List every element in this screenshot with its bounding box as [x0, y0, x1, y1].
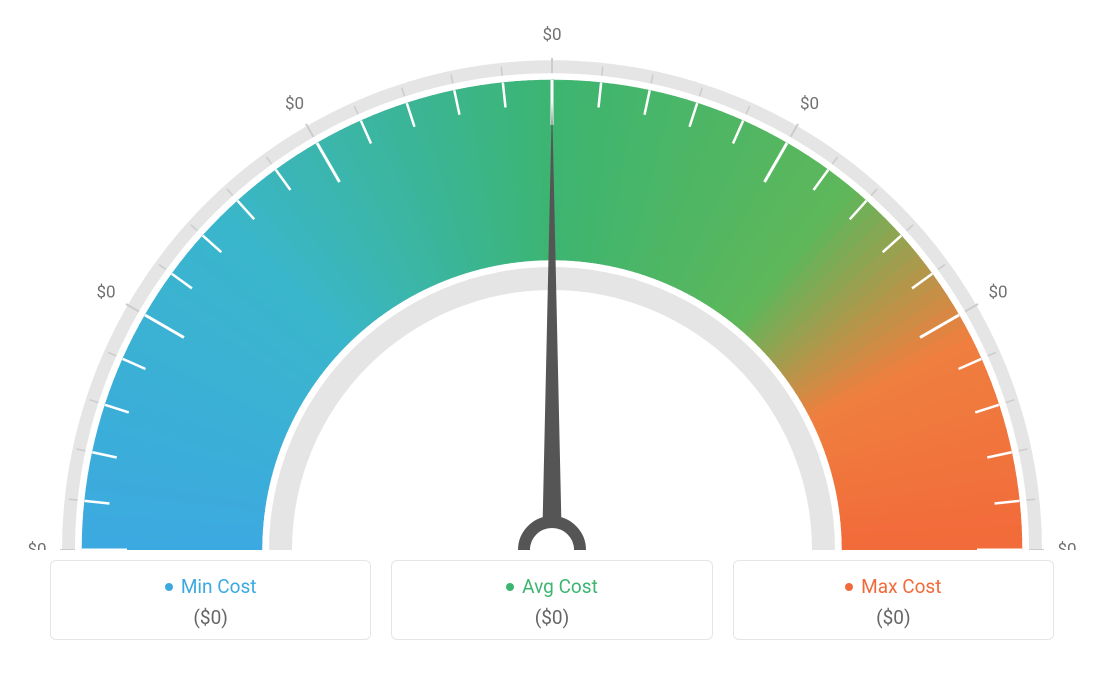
legend-value: ($0)	[51, 606, 370, 629]
legend-label-text: Min Cost	[181, 575, 257, 598]
gauge-chart: $0$0$0$0$0$0$0 Min Cost($0)Avg Cost($0)M…	[0, 0, 1104, 690]
tick-label: $0	[1057, 540, 1076, 550]
legend-value: ($0)	[392, 606, 711, 629]
tick-label: $0	[27, 540, 46, 550]
legend-dot-icon	[845, 583, 853, 591]
legend-box: Max Cost ($0)	[733, 560, 1054, 640]
legend-dot-icon	[165, 583, 173, 591]
legend-dot-icon	[506, 583, 514, 591]
legend-label: Avg Cost	[506, 575, 598, 598]
tick-label: $0	[96, 283, 115, 303]
tick-label: $0	[988, 283, 1007, 303]
legend-box: Min Cost ($0)	[50, 560, 371, 640]
legend-label-text: Max Cost	[861, 575, 941, 598]
tick-label: $0	[285, 94, 304, 114]
legend-row: Min Cost ($0) Avg Cost ($0) Max Cost ($0)	[0, 560, 1104, 640]
legend-label: Min Cost	[165, 575, 257, 598]
gauge-svg: $0 $0 $0 $0 $0 $0 $0	[0, 10, 1104, 550]
legend-value: ($0)	[734, 606, 1053, 629]
tick-label: $0	[542, 25, 561, 45]
legend-label-text: Avg Cost	[522, 575, 598, 598]
tick-label: $0	[800, 94, 819, 114]
legend-label: Max Cost	[845, 575, 941, 598]
legend-box: Avg Cost ($0)	[391, 560, 712, 640]
